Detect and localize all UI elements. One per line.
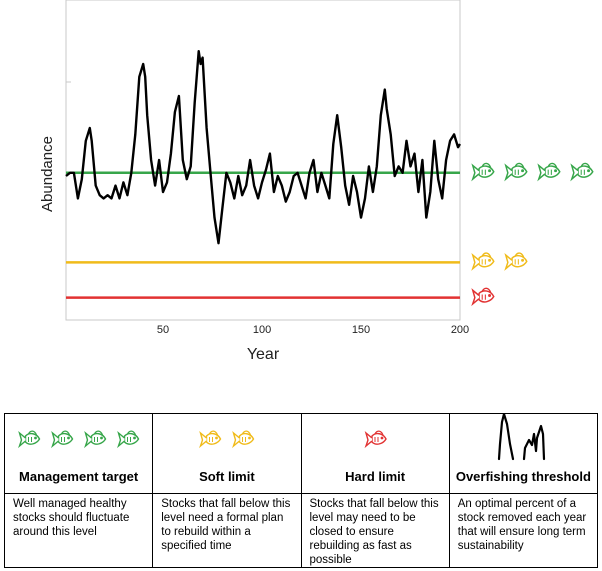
fish-icon xyxy=(571,162,594,180)
legend-cell-overfishing-threshold: Overfishing threshold xyxy=(448,413,599,494)
legend-title: Overfishing threshold xyxy=(455,469,591,484)
y-axis-label: Abundance xyxy=(39,136,56,212)
legend-desc-cell: Stocks that fall below this level need a… xyxy=(152,493,302,568)
legend-description: Stocks that fall below this level may ne… xyxy=(309,498,439,566)
fish-icon xyxy=(364,430,387,447)
legend-desc-cell: Stocks that fall below this level may ne… xyxy=(300,493,450,568)
overfishing-spike-line xyxy=(497,414,545,461)
abundance-chart: 50 100 150 200 Abundance Year xyxy=(39,0,594,363)
legend-cell-hard-limit: Hard limit xyxy=(300,413,450,494)
legend-fish-group xyxy=(18,430,140,447)
fish-icon xyxy=(51,430,74,447)
fish-icon xyxy=(200,430,222,447)
abundance-series-line xyxy=(65,50,462,245)
fish-icon xyxy=(84,430,107,447)
legend-description: Stocks that fall below this level need a… xyxy=(161,498,291,552)
fish-icon xyxy=(538,162,561,180)
legend-cell-soft-limit: Soft limit xyxy=(152,413,302,494)
x-tick-label: 50 xyxy=(157,324,169,336)
fish-icon xyxy=(505,162,528,180)
fish-icon xyxy=(505,252,528,270)
legend-title: Management target xyxy=(19,469,139,484)
legend-desc-cell: An optimal percent of a stock removed ea… xyxy=(448,493,599,568)
legend-description: Well managed healthy stocks should fluct… xyxy=(13,498,130,538)
x-axis-label: Year xyxy=(247,346,280,363)
fish-icon xyxy=(472,287,495,305)
fish-icon xyxy=(117,430,140,447)
legend-fish-group xyxy=(200,430,255,447)
legend-fish-group xyxy=(364,430,387,447)
legend-table: Management target Soft limit Hard limit … xyxy=(3,413,599,568)
fish-icon xyxy=(472,252,495,270)
x-tick-label: 100 xyxy=(253,324,271,336)
legend-cell-management-target: Management target xyxy=(3,413,154,494)
legend-title: Hard limit xyxy=(345,469,406,484)
legend-title: Soft limit xyxy=(199,469,255,484)
fish-icon xyxy=(18,430,41,447)
x-tick-label: 200 xyxy=(451,324,469,336)
legend-desc-cell: Well managed healthy stocks should fluct… xyxy=(3,493,154,568)
fish-icon xyxy=(233,430,255,447)
fish-icon xyxy=(472,162,495,180)
x-tick-label: 150 xyxy=(352,324,370,336)
overfishing-spike-icon xyxy=(497,414,545,461)
legend-description: An optimal percent of a stock removed ea… xyxy=(457,498,587,552)
plot-frame xyxy=(65,0,461,321)
